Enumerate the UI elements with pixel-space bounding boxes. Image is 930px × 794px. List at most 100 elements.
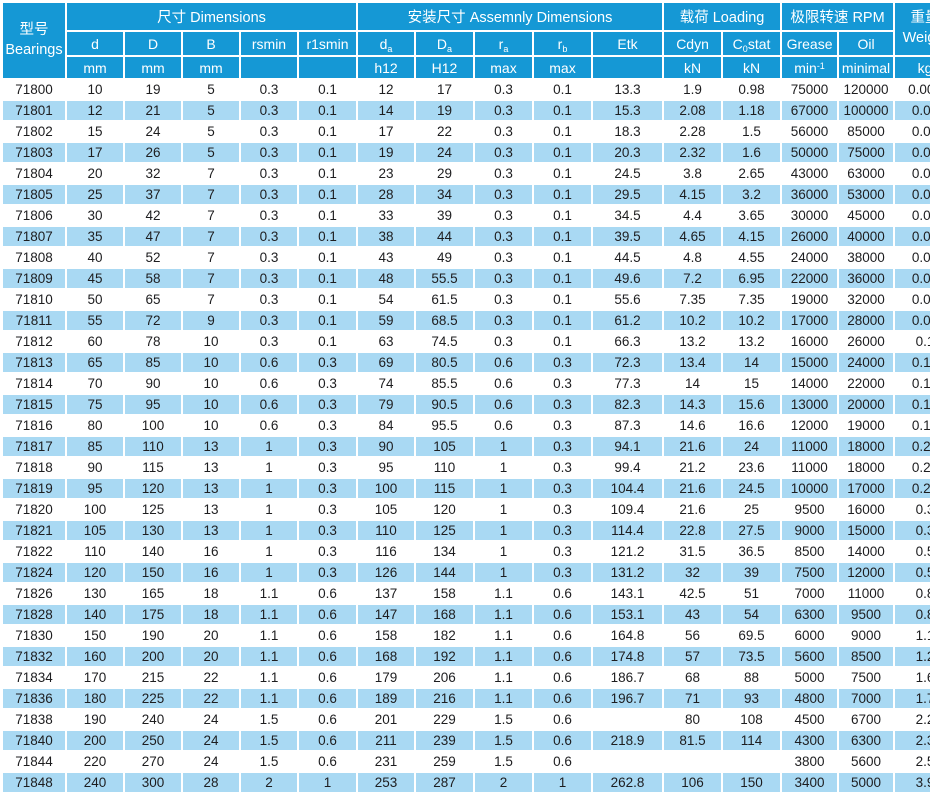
- data-cell: 69.5: [723, 626, 781, 645]
- data-cell: 0.08: [895, 311, 930, 330]
- data-cell: 26: [125, 143, 181, 162]
- data-cell: 0.3: [534, 374, 591, 393]
- data-cell: 6300: [782, 605, 838, 624]
- data-cell: 28: [358, 185, 414, 204]
- data-cell: 0.27: [895, 437, 930, 456]
- corner-header-line2: Bearings: [5, 41, 63, 58]
- data-cell: 9500: [839, 605, 894, 624]
- data-cell: 42: [125, 206, 181, 225]
- data-cell: 34.5: [593, 206, 663, 225]
- model-cell: 71826: [3, 584, 65, 603]
- column-header-cell: Oil: [839, 32, 894, 55]
- data-cell: 90: [358, 437, 414, 456]
- table-row: 71838 190 240 24 1.5 0.6 201 229 1.5 0.6 80 108 4500…: [3, 710, 930, 729]
- data-cell: 0.6: [534, 731, 591, 750]
- data-cell: 84: [358, 416, 414, 435]
- data-cell: 5: [183, 122, 239, 141]
- model-cell: 71809: [3, 269, 65, 288]
- data-cell: 17: [67, 143, 123, 162]
- data-cell: 21.6: [664, 500, 722, 519]
- data-cell: 0.1: [534, 248, 591, 267]
- data-cell: 44: [416, 227, 473, 246]
- model-cell: 71804: [3, 164, 65, 183]
- data-cell: 0.3: [241, 290, 297, 309]
- data-cell: 1.1: [241, 626, 297, 645]
- data-cell: [593, 752, 663, 771]
- data-cell: 33: [358, 206, 414, 225]
- data-cell: 0.1: [299, 248, 356, 267]
- data-cell: 0.3: [475, 122, 532, 141]
- data-cell: 0.6: [241, 353, 297, 372]
- data-cell: 11000: [839, 584, 894, 603]
- data-cell: 7: [183, 185, 239, 204]
- group-header-assembly-dimensions: 安装尺寸 Assemnly Dimensions: [358, 3, 663, 30]
- data-cell: 61.5: [416, 290, 473, 309]
- table-row: 71815 75 95 10 0.6 0.3 79 90.5 0.6 0.3 82.3 14.3 15.…: [3, 395, 930, 414]
- data-cell: 40: [67, 248, 123, 267]
- column-header-cell: ra: [475, 32, 532, 55]
- unit-cell: kN: [664, 57, 722, 78]
- corner-header-line1: 型号: [19, 21, 49, 38]
- data-cell: 12: [358, 80, 414, 99]
- data-cell: 104.4: [593, 479, 663, 498]
- data-cell: 5000: [782, 668, 838, 687]
- data-cell: 0.6: [534, 752, 591, 771]
- data-cell: 164.8: [593, 626, 663, 645]
- data-cell: 0.03: [895, 248, 930, 267]
- data-cell: 0.6: [534, 689, 591, 708]
- table-row: 71813 65 85 10 0.6 0.3 69 80.5 0.6 0.3 72.3 13.4 14 1…: [3, 353, 930, 372]
- data-cell: 38: [358, 227, 414, 246]
- data-cell: 14.6: [664, 416, 722, 435]
- data-cell: [664, 752, 722, 771]
- data-cell: 140: [67, 605, 123, 624]
- data-cell: 21: [125, 101, 181, 120]
- data-cell: 0.3: [241, 206, 297, 225]
- data-cell: 1: [241, 563, 297, 582]
- data-cell: 0.13: [895, 353, 930, 372]
- weight-header-line1: 重量: [910, 10, 930, 27]
- data-cell: 75000: [782, 80, 838, 99]
- table-row: 71824 120 150 16 1 0.3 126 144 1 0.3 131.2 32 39 7500…: [3, 563, 930, 582]
- data-cell: 20.3: [593, 143, 663, 162]
- unit-cell: minimal: [839, 57, 894, 78]
- data-cell: 2.5: [895, 752, 930, 771]
- data-cell: 0.3: [241, 80, 297, 99]
- data-cell: 11000: [782, 458, 838, 477]
- data-cell: 2.08: [664, 101, 722, 120]
- column-header-cell: C0stat: [723, 32, 781, 55]
- data-cell: 0.3: [299, 458, 356, 477]
- table-body: 71800 10 19 5 0.3 0.1 12 17 0.3 0.1 13.3 1.9 0.98 750…: [3, 80, 930, 792]
- data-cell: 7: [183, 248, 239, 267]
- data-cell: 73.5: [723, 647, 781, 666]
- data-cell: 9000: [839, 626, 894, 645]
- data-cell: 24: [183, 752, 239, 771]
- table-row: 71844 220 270 24 1.5 0.6 231 259 1.5 0.6 3800 5600 2…: [3, 752, 930, 771]
- data-cell: 0.1: [534, 269, 591, 288]
- table-row: 71848 240 300 28 2 1 253 287 2 1 262.8 106 150 3400 50…: [3, 773, 930, 792]
- data-cell: 34: [416, 185, 473, 204]
- data-cell: 0.8: [895, 584, 930, 603]
- data-cell: 120000: [839, 80, 894, 99]
- data-cell: 6.95: [723, 269, 781, 288]
- unit-cell: max: [534, 57, 591, 78]
- table-row: 71822 110 140 16 1 0.3 116 134 1 0.3 121.2 31.5 36.5…: [3, 542, 930, 561]
- data-cell: 44.5: [593, 248, 663, 267]
- data-cell: 85000: [839, 122, 894, 141]
- model-cell: 71844: [3, 752, 65, 771]
- data-cell: 99.4: [593, 458, 663, 477]
- model-cell: 71802: [3, 122, 65, 141]
- data-cell: 90.5: [416, 395, 473, 414]
- model-cell: 71821: [3, 521, 65, 540]
- model-cell: 71832: [3, 647, 65, 666]
- data-cell: 7: [183, 227, 239, 246]
- data-cell: 0.6: [299, 626, 356, 645]
- column-header-cell: rb: [534, 32, 591, 55]
- data-cell: 57: [664, 647, 722, 666]
- data-cell: 201: [358, 710, 414, 729]
- data-cell: 4800: [782, 689, 838, 708]
- data-cell: 0.6: [534, 710, 591, 729]
- data-cell: 0.3: [534, 395, 591, 414]
- data-cell: 0.3: [534, 416, 591, 435]
- data-cell: 215: [125, 668, 181, 687]
